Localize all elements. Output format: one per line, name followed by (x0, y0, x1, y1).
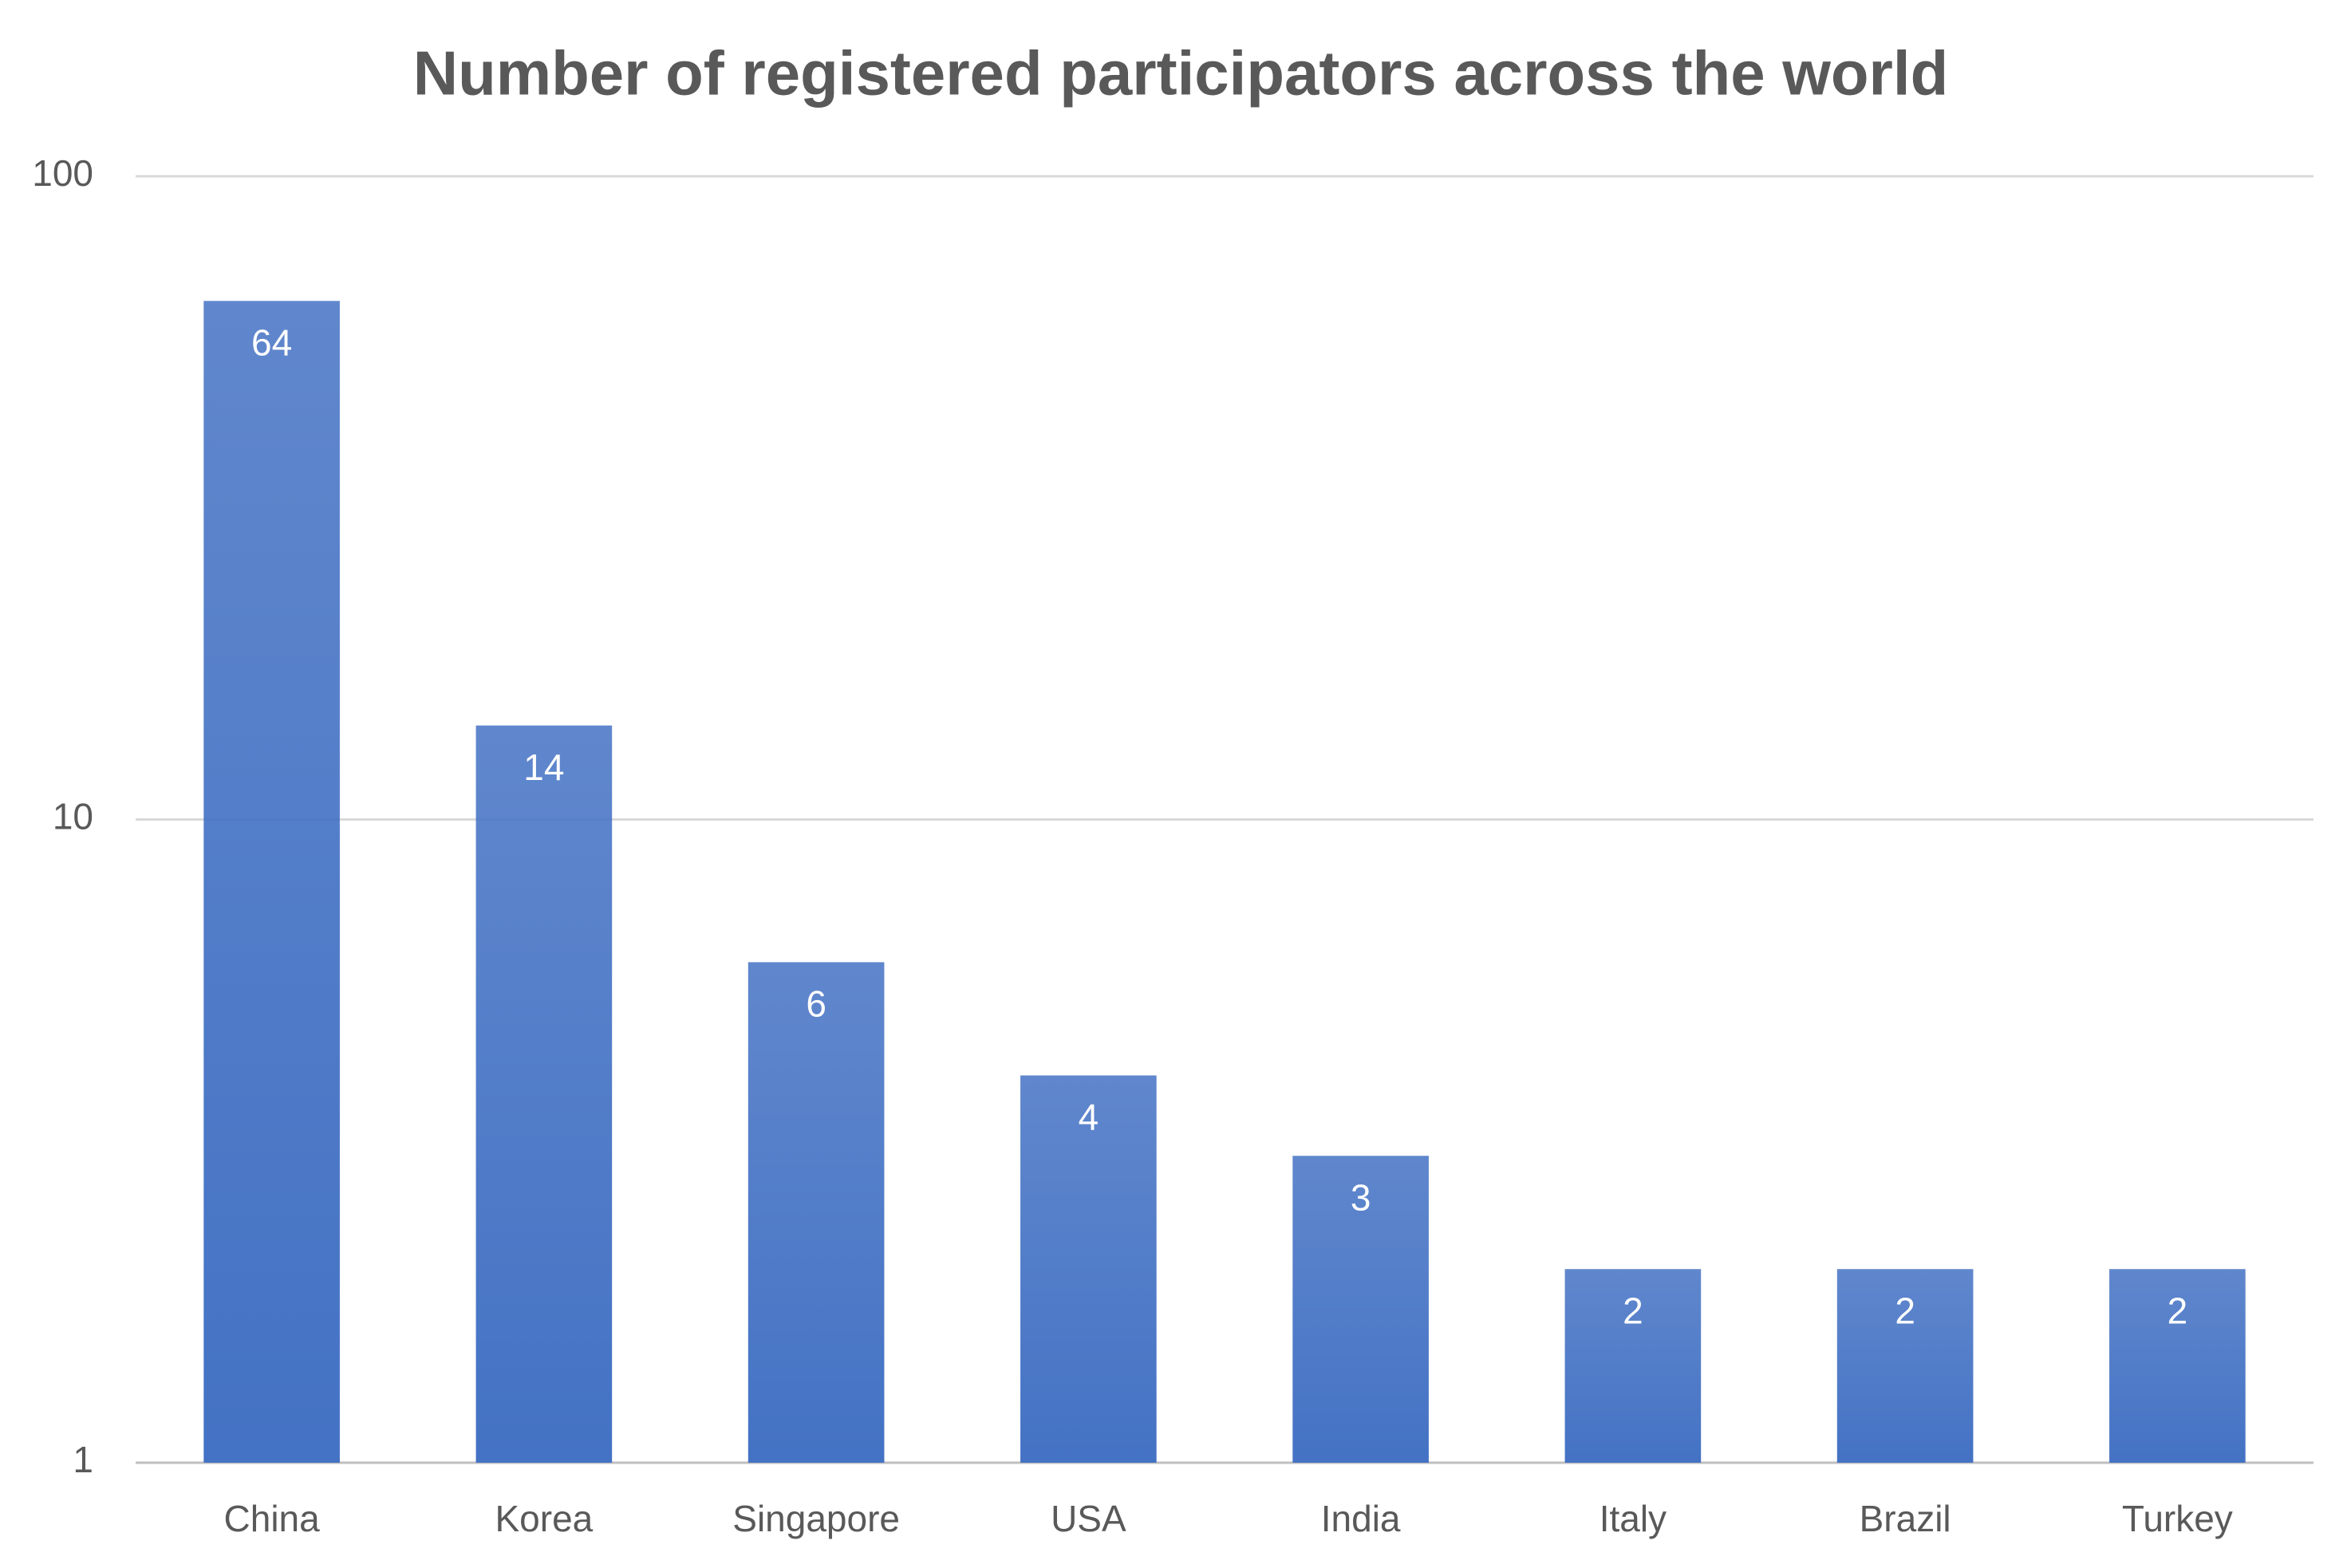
bar (1836, 1269, 1974, 1463)
y-tick-label: 100 (32, 152, 93, 194)
value-label: 2 (1895, 1290, 1915, 1331)
value-label: 2 (1623, 1290, 1643, 1331)
x-tick-label: Italy (1600, 1498, 1667, 1539)
chart-title: Number of registered participators acros… (413, 38, 1948, 108)
y-tick-label: 10 (53, 796, 93, 837)
bar (2109, 1269, 2246, 1463)
x-tick-label: USA (1051, 1498, 1126, 1539)
value-label: 2 (2168, 1290, 2188, 1331)
bar (1564, 1269, 1702, 1463)
bar (748, 962, 885, 1463)
value-label: 4 (1079, 1097, 1099, 1138)
bar (203, 301, 340, 1463)
bar (1020, 1075, 1157, 1463)
x-tick-label: India (1321, 1498, 1401, 1539)
x-tick-label: Turkey (2122, 1498, 2233, 1539)
x-tick-label: Brazil (1860, 1498, 1951, 1539)
bar (1292, 1156, 1429, 1463)
value-label: 6 (806, 983, 826, 1025)
value-label: 14 (523, 747, 564, 788)
bar (475, 725, 613, 1463)
value-label: 64 (251, 321, 292, 363)
value-label: 3 (1351, 1176, 1371, 1218)
x-tick-label: China (224, 1498, 321, 1539)
x-tick-label: Korea (495, 1498, 594, 1539)
y-tick-label: 1 (73, 1439, 93, 1480)
x-tick-label: Singapore (732, 1498, 900, 1539)
